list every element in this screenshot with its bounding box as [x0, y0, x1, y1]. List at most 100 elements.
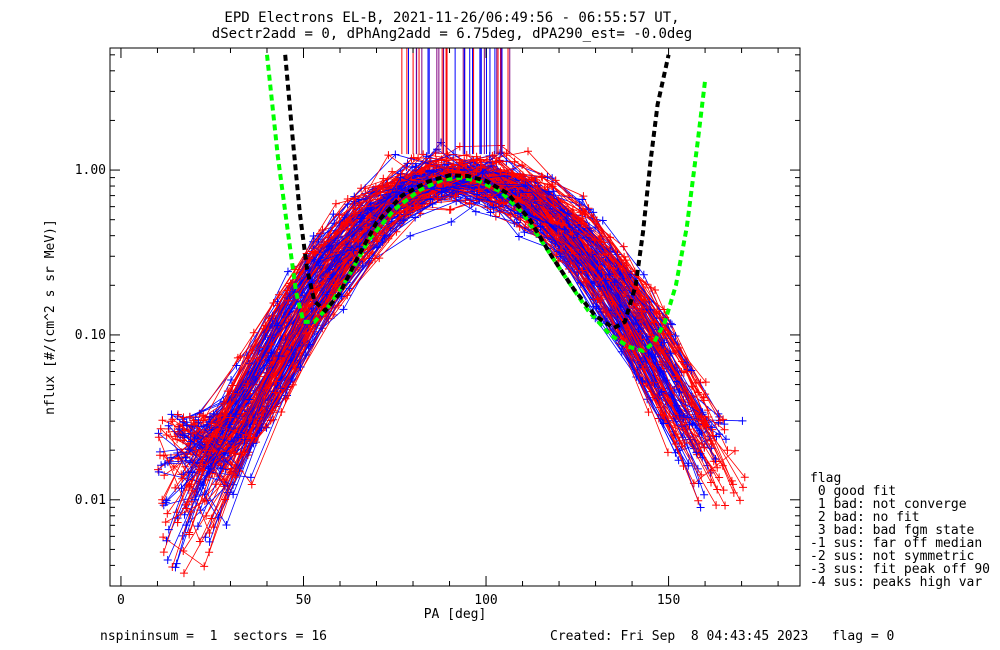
data-point-marker — [239, 448, 248, 457]
data-point-marker — [601, 276, 610, 285]
data-point-marker — [644, 349, 653, 358]
data-point-marker — [358, 255, 367, 264]
data-point-marker — [349, 204, 358, 213]
data-point-marker — [637, 357, 646, 366]
data-point-marker — [721, 501, 730, 510]
legend-item: -1 sus: far off median — [810, 536, 982, 551]
data-point-marker — [233, 433, 242, 442]
data-point-marker — [471, 207, 480, 216]
data-point-marker — [671, 331, 680, 340]
data-point-marker — [578, 210, 587, 219]
data-point-marker — [202, 511, 211, 520]
y-tick-label: 0.01 — [75, 493, 106, 508]
data-point-marker — [164, 525, 173, 534]
data-point-marker — [554, 231, 563, 240]
data-point-marker — [212, 428, 221, 437]
plot-frame — [109, 47, 801, 587]
data-point-marker — [335, 211, 344, 220]
data-point-marker — [619, 242, 628, 251]
data-point-marker — [465, 199, 474, 208]
data-point-marker — [696, 503, 705, 512]
data-point-marker — [391, 188, 400, 197]
data-point-marker — [680, 439, 689, 448]
data-point-marker — [544, 188, 553, 197]
data-point-marker — [660, 411, 669, 420]
data-point-marker — [631, 301, 640, 310]
data-point-marker — [656, 346, 665, 355]
data-point-marker — [216, 464, 225, 473]
data-point-marker — [163, 509, 172, 518]
data-point-marker — [191, 495, 200, 504]
data-point-marker — [331, 199, 340, 208]
data-point-marker — [207, 419, 216, 428]
data-point-marker — [355, 242, 364, 251]
data-point-marker — [166, 453, 175, 462]
data-point-marker — [229, 490, 238, 499]
data-point-marker — [442, 156, 451, 165]
data-point-marker — [187, 497, 196, 506]
x-tick-label: 0 — [117, 593, 125, 608]
data-point-marker — [367, 203, 376, 212]
flag-legend: flag 0 good fit 1 bad: not converge 2 ba… — [810, 471, 990, 590]
data-point-marker — [154, 433, 163, 442]
data-point-marker — [595, 304, 604, 313]
data-point-marker — [469, 156, 478, 165]
data-point-marker — [344, 225, 353, 234]
spectrum-trace — [186, 181, 680, 494]
data-point-marker — [697, 412, 706, 421]
data-point-marker — [205, 413, 214, 422]
data-point-marker — [684, 459, 693, 468]
data-point-marker — [458, 160, 467, 169]
data-point-marker — [473, 155, 482, 164]
data-point-marker — [267, 349, 276, 358]
data-point-marker — [289, 361, 298, 370]
green-fit-curve — [265, 54, 708, 354]
data-point-marker — [598, 287, 607, 296]
data-point-marker — [618, 263, 627, 272]
data-point-marker — [225, 447, 234, 456]
data-point-marker — [447, 217, 456, 226]
data-point-marker — [228, 442, 237, 451]
data-point-marker — [639, 270, 648, 279]
data-point-marker — [202, 496, 211, 505]
data-point-marker — [433, 194, 442, 203]
data-point-marker — [514, 232, 523, 241]
x-tick-label: 100 — [474, 593, 497, 608]
data-point-marker — [477, 162, 486, 171]
data-point-marker — [311, 249, 320, 258]
data-point-marker — [331, 236, 340, 245]
data-point-marker — [455, 155, 464, 164]
data-point-marker — [663, 448, 672, 457]
data-point-marker — [727, 476, 736, 485]
data-point-marker — [707, 439, 716, 448]
black-fit-curve — [283, 54, 671, 331]
data-point-marker — [675, 436, 684, 445]
data-point-marker — [189, 428, 198, 437]
data-point-marker — [700, 490, 709, 499]
data-point-marker — [272, 377, 281, 386]
data-point-marker — [155, 451, 164, 460]
data-point-marker — [694, 496, 703, 505]
data-point-marker — [581, 277, 590, 286]
data-point-marker — [556, 252, 565, 261]
data-point-marker — [280, 342, 289, 351]
data-point-marker — [560, 225, 569, 234]
data-point-marker — [489, 203, 498, 212]
data-point-marker — [230, 449, 239, 458]
data-point-marker — [605, 270, 614, 279]
data-point-marker — [388, 167, 397, 176]
data-point-marker — [288, 304, 297, 313]
spectrum-trace — [186, 171, 680, 505]
legend-item: -3 sus: fit peak off 90 — [810, 562, 990, 577]
y-tick-label: 0.10 — [75, 328, 106, 343]
data-point-marker — [701, 378, 710, 387]
data-point-marker — [321, 273, 330, 282]
data-point-marker — [719, 486, 728, 495]
data-point-marker — [659, 329, 668, 338]
data-point-marker — [193, 522, 202, 531]
data-point-marker — [171, 563, 180, 572]
data-point-marker — [659, 419, 668, 428]
data-point-marker — [600, 250, 609, 259]
y-axis-label: nflux [#/(cm^2 s sr MeV)] — [43, 219, 58, 415]
data-point-marker — [179, 569, 188, 578]
